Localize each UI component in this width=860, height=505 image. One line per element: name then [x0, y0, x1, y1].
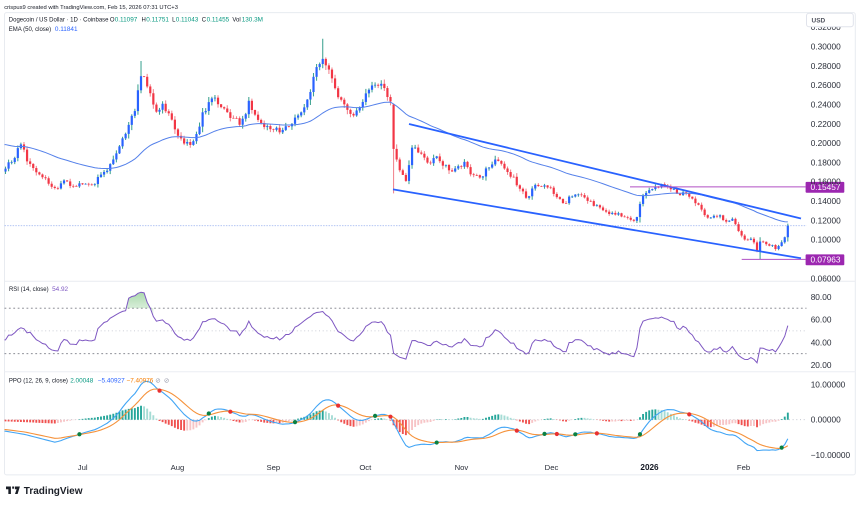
- svg-text:⊘: ⊘: [164, 377, 170, 384]
- svg-text:0.22000: 0.22000: [811, 119, 841, 129]
- svg-text:0.12000: 0.12000: [811, 215, 841, 225]
- svg-text:Feb: Feb: [737, 463, 750, 472]
- svg-text:Sep: Sep: [266, 463, 280, 472]
- svg-text:Nov: Nov: [455, 463, 469, 472]
- svg-text:0.07963: 0.07963: [811, 254, 841, 264]
- svg-text:0.16000: 0.16000: [811, 177, 841, 187]
- svg-text:54.92: 54.92: [52, 286, 68, 293]
- svg-text:0.11043: 0.11043: [176, 16, 199, 23]
- svg-text:80.00: 80.00: [811, 292, 832, 302]
- svg-text:0.28000: 0.28000: [811, 61, 841, 71]
- svg-text:H: H: [142, 17, 146, 23]
- svg-text:60.00: 60.00: [811, 315, 832, 325]
- svg-text:0.10000: 0.10000: [811, 235, 841, 245]
- svg-text:USD: USD: [812, 18, 826, 25]
- svg-text:−7.40976: −7.40976: [127, 377, 154, 384]
- svg-text:EMA (50, close): EMA (50, close): [9, 27, 51, 33]
- svg-text:⊘: ⊘: [155, 377, 161, 384]
- svg-text:C: C: [202, 17, 207, 23]
- svg-text:0.24000: 0.24000: [811, 99, 841, 109]
- svg-text:40.00: 40.00: [811, 337, 832, 347]
- svg-text:crispus9 created with TradingV: crispus9 created with TradingView.com, F…: [4, 5, 178, 11]
- svg-text:0.15457: 0.15457: [811, 182, 841, 192]
- svg-text:0.30000: 0.30000: [811, 42, 841, 52]
- svg-text:0.11751: 0.11751: [146, 16, 169, 23]
- svg-text:0.06000: 0.06000: [811, 273, 841, 283]
- svg-text:130.3M: 130.3M: [242, 16, 263, 23]
- svg-text:−10.00000: −10.00000: [811, 450, 851, 460]
- svg-text:TradingView: TradingView: [24, 486, 83, 497]
- svg-text:Vol: Vol: [232, 17, 240, 23]
- svg-text:O: O: [110, 17, 115, 23]
- svg-text:L: L: [172, 17, 176, 23]
- svg-text:0.00000: 0.00000: [811, 415, 841, 425]
- svg-text:0.11841: 0.11841: [55, 26, 78, 33]
- svg-text:Dec: Dec: [545, 463, 559, 472]
- svg-text:0.11097: 0.11097: [115, 16, 138, 23]
- svg-text:2.00048: 2.00048: [70, 377, 94, 384]
- svg-text:Dogecoin / US Dollar · 1D · Co: Dogecoin / US Dollar · 1D · Coinbase: [9, 17, 109, 23]
- svg-text:0.20000: 0.20000: [811, 138, 841, 148]
- svg-text:RSI (14, close): RSI (14, close): [9, 287, 49, 293]
- svg-text:−5.40927: −5.40927: [98, 377, 125, 384]
- svg-text:2026: 2026: [640, 463, 659, 472]
- svg-text:Aug: Aug: [171, 463, 185, 472]
- svg-text:0.18000: 0.18000: [811, 157, 841, 167]
- svg-text:PPO (12, 26, 9, close): PPO (12, 26, 9, close): [9, 378, 68, 384]
- svg-text:10.00000: 10.00000: [811, 380, 846, 390]
- svg-text:0.14000: 0.14000: [811, 196, 841, 206]
- svg-text:0.26000: 0.26000: [811, 80, 841, 90]
- svg-text:Oct: Oct: [359, 463, 372, 472]
- svg-text:Jul: Jul: [78, 463, 88, 472]
- svg-text:0.11455: 0.11455: [207, 16, 230, 23]
- svg-text:20.00: 20.00: [811, 360, 832, 370]
